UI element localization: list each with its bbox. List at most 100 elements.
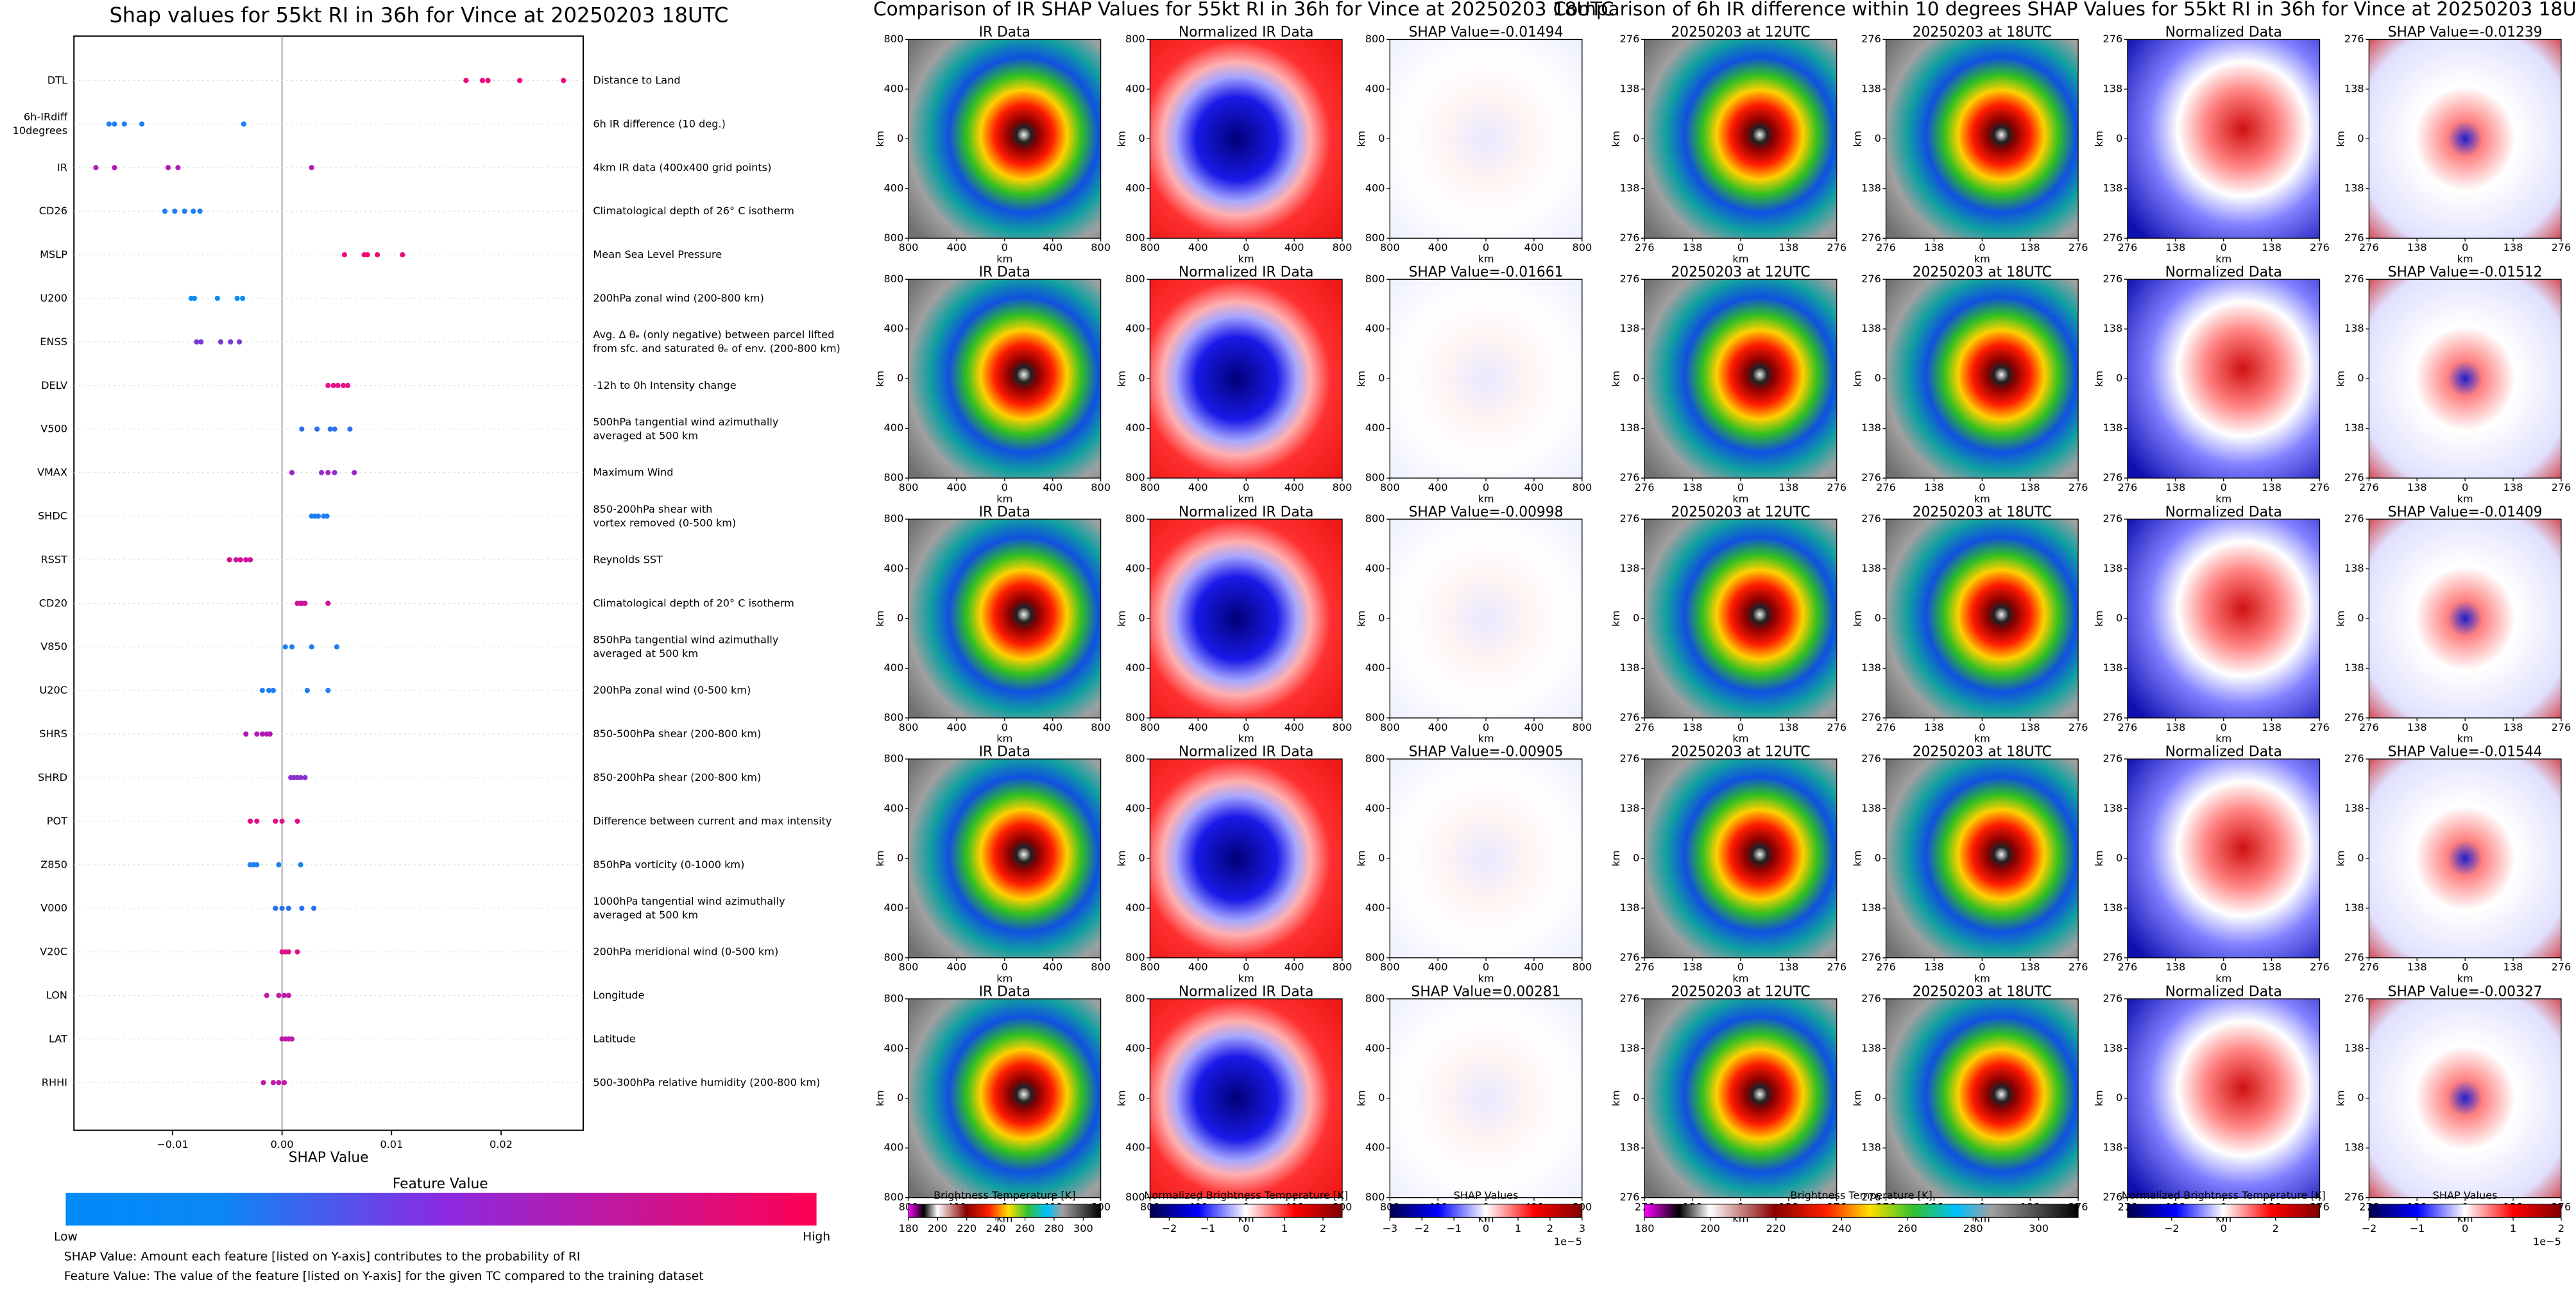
point — [315, 513, 321, 519]
feature-description-line: 500hPa tangential wind azimuthally — [593, 415, 778, 427]
y-axis-label: km — [874, 371, 886, 387]
y-tick-label: 138 — [2103, 182, 2122, 194]
x-axis-label: km — [2215, 253, 2231, 265]
x-tick-label: 0 — [1243, 961, 1249, 973]
y-tick-label: 800 — [884, 992, 904, 1004]
x-tick-label: 138 — [2165, 961, 2185, 973]
y-tick-label: 400 — [1365, 901, 1385, 914]
y-tick-label: 138 — [2344, 82, 2364, 94]
satellite-image — [2127, 38, 2321, 239]
point — [259, 731, 265, 737]
x-tick-label: 0.01 — [380, 1138, 403, 1150]
y-tick-label: 276 — [1861, 992, 1881, 1004]
feature-name-line: MSLP — [40, 248, 67, 260]
y-axis-label: km — [1610, 850, 1622, 866]
y-tick-label: 800 — [1125, 992, 1145, 1004]
y-tick-label: 0 — [2357, 372, 2364, 384]
feature-name-line: SHRD — [38, 771, 67, 783]
x-axis-label: km — [1238, 253, 1254, 265]
x-axis-label: km — [996, 253, 1012, 265]
panel-title: 20250203 at 12UTC — [1671, 24, 1810, 40]
point — [260, 1080, 266, 1086]
feature-description: Maximum Wind — [593, 466, 673, 478]
x-tick-label: 800 — [899, 961, 919, 973]
colorbar-offset: 1e−5 — [1554, 1235, 1582, 1247]
y-tick-label: 138 — [1861, 662, 1881, 674]
x-tick-label: 400 — [1284, 481, 1304, 493]
feature-description: Avg. Δ θₑ (only negative) between parcel… — [593, 329, 840, 355]
y-tick-label: 138 — [2344, 182, 2364, 194]
point — [175, 165, 181, 171]
x-tick-label: 0 — [1483, 961, 1489, 973]
feature-description: 200hPa zonal wind (0-500 km) — [593, 684, 751, 696]
y-tick-label: 138 — [1861, 82, 1881, 94]
chart-title: Shap values for 55kt RI in 36h for Vince… — [109, 3, 728, 28]
y-tick-label: 800 — [1365, 992, 1385, 1004]
x-tick-label: 138 — [2407, 961, 2427, 973]
colorbar-tick-label: −2 — [2361, 1222, 2376, 1234]
feature-description-line: vortex removed (0-500 km) — [593, 516, 736, 529]
y-axis-label: km — [874, 850, 886, 866]
feature-name: V20C — [40, 945, 67, 957]
y-axis-label: km — [1852, 611, 1864, 627]
feature-description-line: Maximum Wind — [593, 466, 673, 478]
y-axis-label: km — [2334, 131, 2346, 147]
x-tick-label: −0.01 — [157, 1138, 188, 1150]
colorbar-tick-label: 1 — [1281, 1222, 1288, 1234]
y-tick-label: 276 — [1620, 232, 1640, 244]
colorbar — [1644, 1204, 2079, 1218]
y-tick-label: 800 — [1125, 232, 1145, 244]
feature-name: RSST — [40, 553, 67, 565]
y-axis-label: km — [2093, 611, 2105, 627]
panel-title: SHAP Value=-0.01512 — [2388, 264, 2543, 280]
y-axis-label: km — [1115, 1090, 1127, 1106]
colorbar-tick-label: −2 — [1161, 1222, 1177, 1234]
x-tick-label: 800 — [1572, 721, 1592, 733]
x-tick-label: 138 — [1683, 961, 1703, 973]
panel-title: 20250203 at 12UTC — [1671, 744, 1810, 760]
feature-name: CD20 — [39, 597, 67, 609]
y-tick-label: 800 — [884, 472, 904, 484]
y-tick-label: 0 — [1138, 372, 1145, 384]
feature-name-line: SHRS — [39, 728, 67, 740]
x-tick-label: 138 — [2165, 241, 2185, 253]
x-tick-label: 400 — [1428, 241, 1448, 253]
feature-name-line: SHDC — [38, 509, 67, 522]
y-tick-label: 400 — [1365, 1141, 1385, 1154]
x-axis-label: km — [1974, 493, 1990, 505]
x-tick-label: 276 — [2118, 481, 2138, 493]
point — [311, 905, 317, 911]
colorbar-tick-label: 260 — [1897, 1222, 1917, 1234]
satellite-image — [2368, 38, 2562, 239]
point — [93, 165, 99, 171]
feature-description-line: Climatological depth of 20° C isotherm — [593, 597, 794, 609]
y-axis-label: km — [2334, 611, 2346, 627]
x-tick-label: 0 — [2221, 481, 2227, 493]
feature-name-line: POT — [47, 814, 67, 826]
colorbar-tick-label: 2 — [1547, 1222, 1553, 1234]
panel-title: 20250203 at 12UTC — [1671, 264, 1810, 280]
y-tick-label: 0 — [897, 851, 903, 864]
satellite-image — [2127, 998, 2321, 1199]
x-tick-label: 138 — [2020, 241, 2040, 253]
x-tick-label: 0 — [1737, 961, 1744, 973]
point — [325, 601, 331, 606]
x-tick-label: 276 — [2552, 481, 2572, 493]
y-tick-label: 276 — [2103, 472, 2122, 484]
y-tick-label: 800 — [1365, 232, 1385, 244]
point — [243, 731, 249, 737]
point — [247, 557, 253, 563]
y-tick-label: 138 — [2344, 1141, 2364, 1154]
y-tick-label: 0 — [1875, 132, 1881, 144]
y-tick-label: 400 — [1365, 562, 1385, 574]
y-tick-label: 0 — [1633, 851, 1639, 864]
x-axis-label: km — [2215, 973, 2231, 985]
feature-name: Z850 — [40, 858, 67, 870]
y-tick-label: 400 — [884, 901, 904, 914]
y-tick-label: 138 — [1620, 322, 1640, 334]
y-axis-label: km — [1610, 371, 1622, 387]
x-tick-label: 800 — [1380, 481, 1400, 493]
y-tick-label: 138 — [1861, 901, 1881, 914]
y-tick-label: 800 — [1365, 752, 1385, 764]
y-tick-label: 400 — [1125, 322, 1145, 334]
